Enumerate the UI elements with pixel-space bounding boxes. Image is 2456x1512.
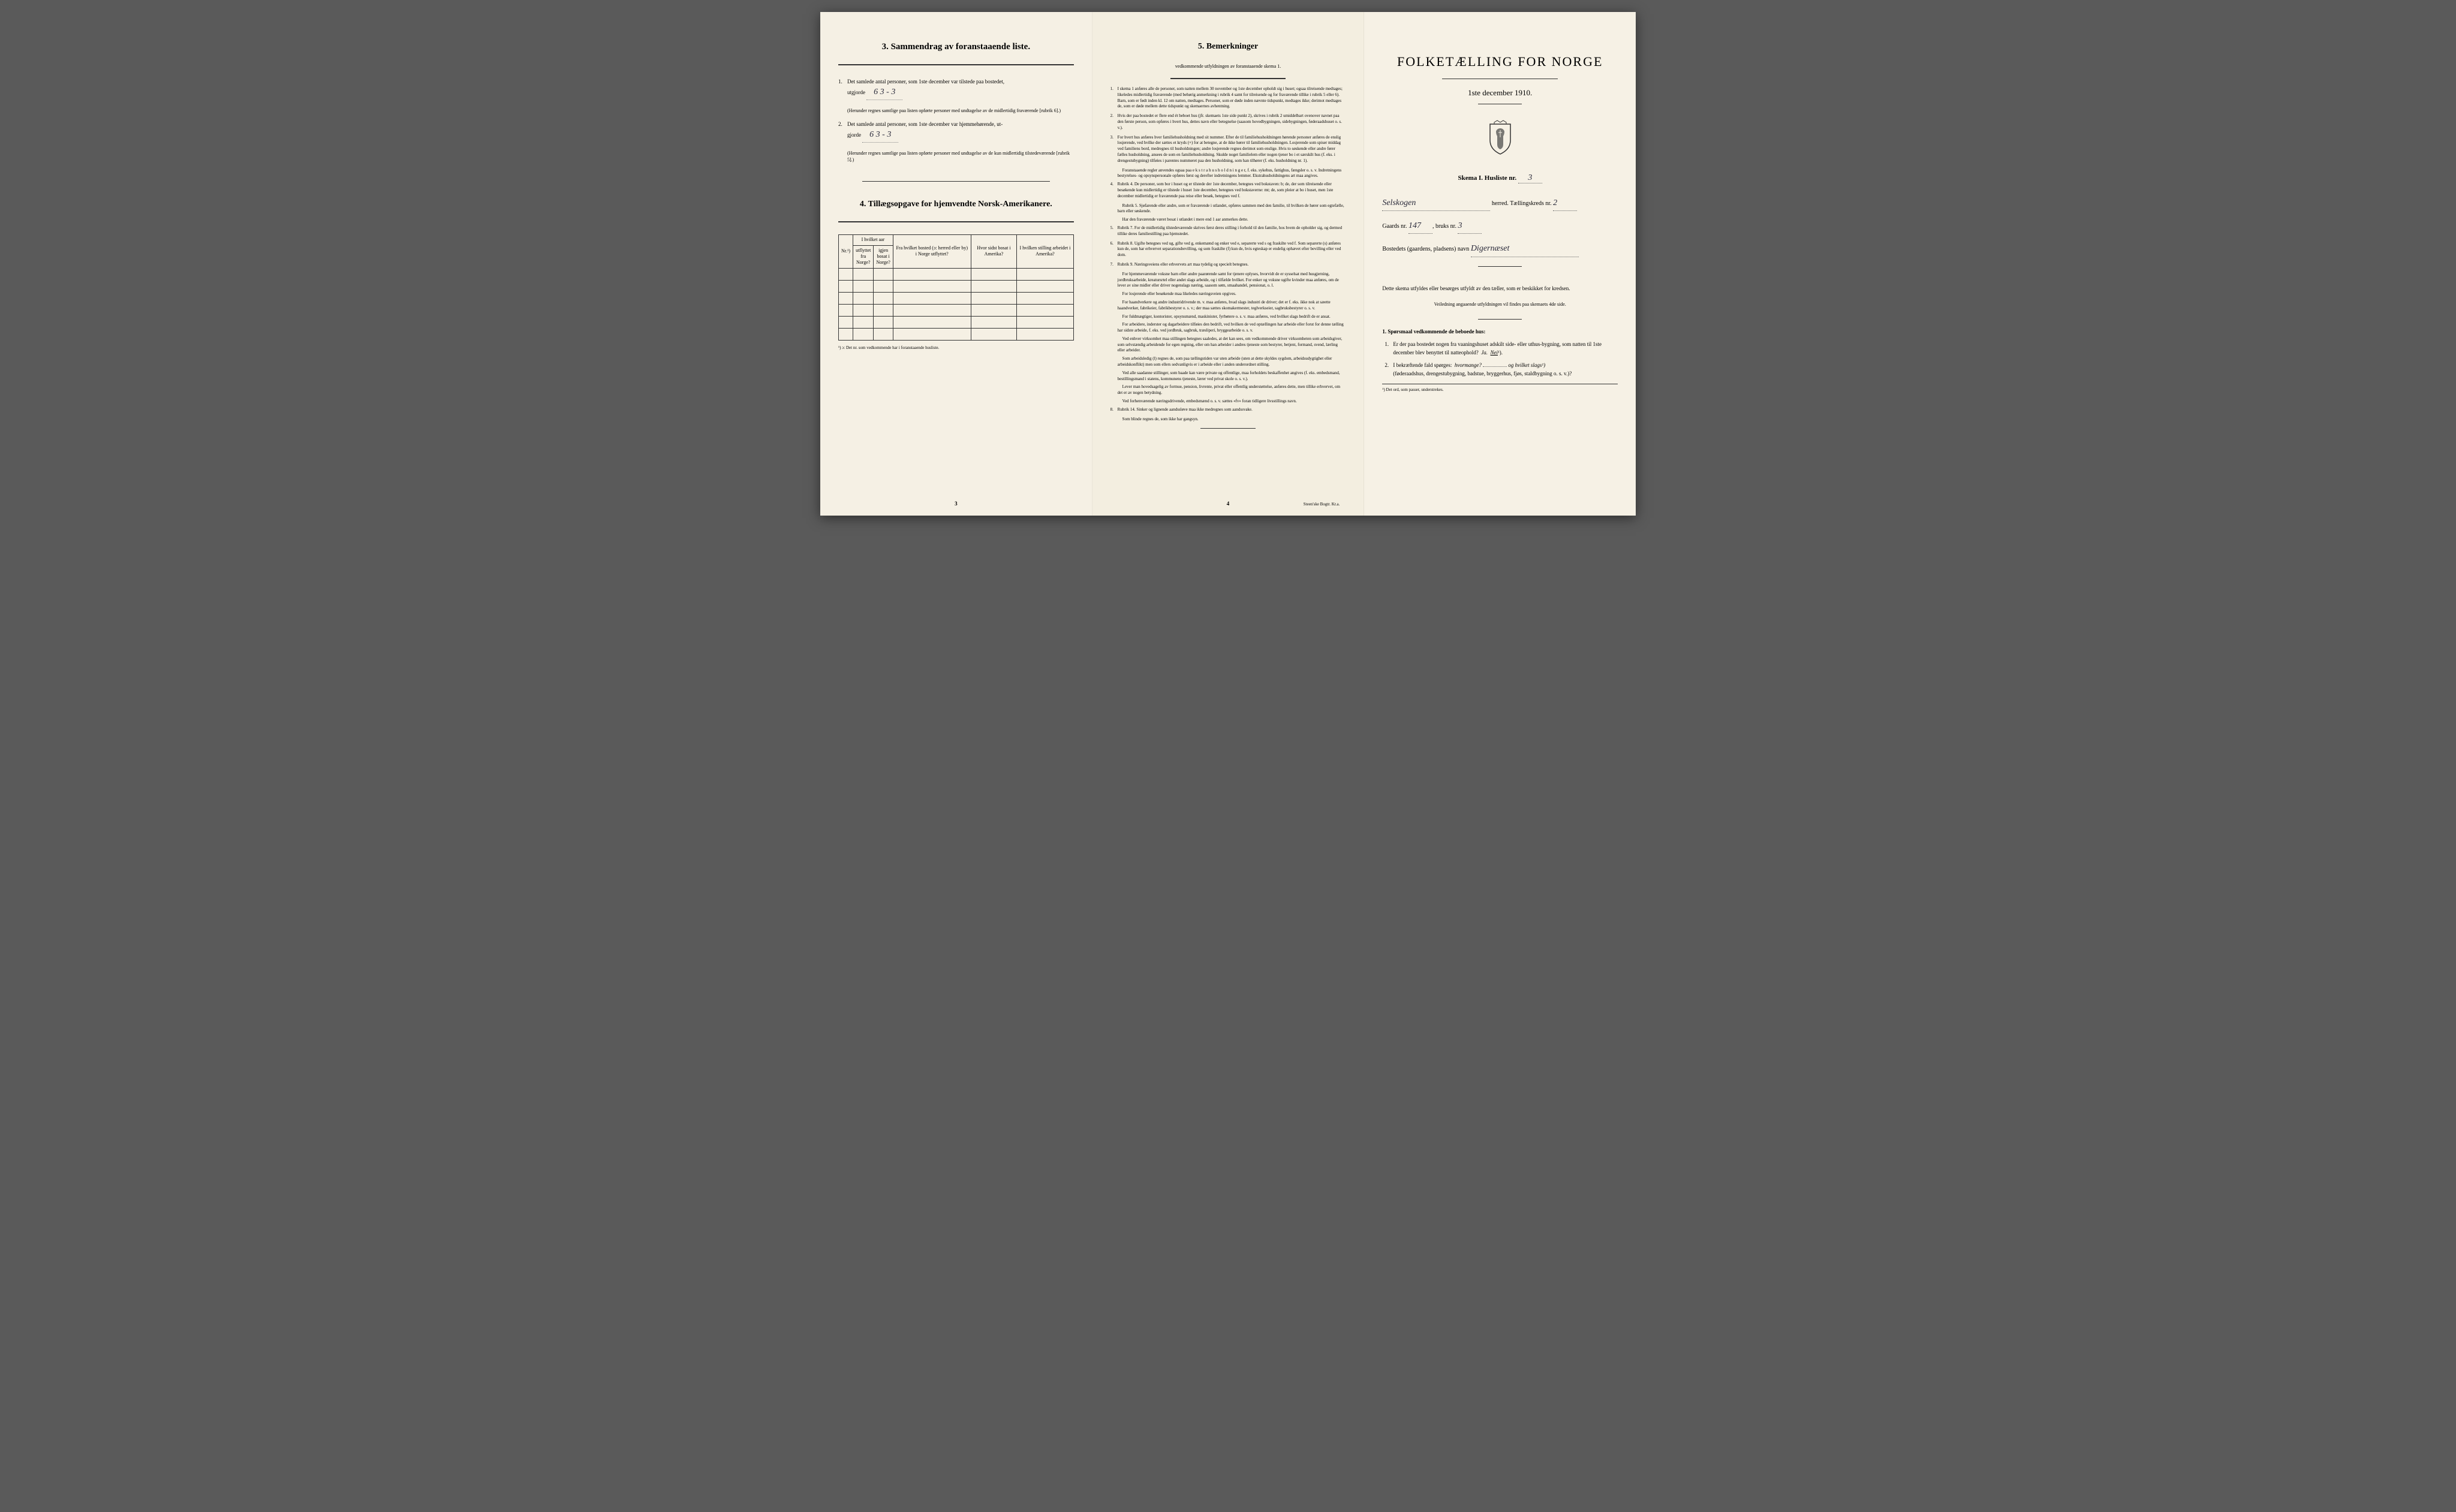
gaards-line: Gaards nr. 147, bruks nr. 3 [1382,218,1618,234]
kreds-field: 2 [1553,195,1577,211]
panel-right: FOLKETÆLLING FOR NORGE 1ste december 191… [1364,12,1636,516]
resident-count-field: 6 3 - 3 [862,128,898,142]
col-returned: igjenbosat iNorge? [874,245,893,268]
section-5-subheading: vedkommende utfyldningen av foranstaaend… [1110,64,1346,69]
remark-4-extra-2: Har den fraværende været bosat i utlande… [1110,217,1346,223]
summary-item-1: 1. Det samlede antal personer, som 1ste … [838,77,1074,100]
remark-2: 2.Hvis der paa bostedet er flere end ét … [1110,113,1346,131]
remark-7: 7.Rubrik 9. Næringsveiens eller erhverve… [1110,262,1346,268]
census-date: 1ste december 1910. [1382,88,1618,98]
divider [1478,319,1522,320]
table-row [839,292,1074,304]
col-where: Hvor sidst bosat i Amerika? [971,235,1017,269]
remark-4-extra-1: Rubrik 5. Sjøfarende eller andre, som er… [1110,203,1346,215]
col-emigrated: utflyttetfraNorge? [853,245,874,268]
section-5-heading: 5. Bemerkninger [1110,42,1346,52]
remark-4: 4.Rubrik 4. De personer, som bor i huset… [1110,182,1346,199]
remark-7-p4: For fuldmægtiger, kontorister, opsynsmæn… [1110,314,1346,320]
remark-8-extra: Som blinde regnes de, som ikke har gangs… [1110,417,1346,423]
remark-7-p5: For arbeidere, inderster og dagarbeidere… [1110,322,1346,334]
instructions-sub: Veiledning angaaende utfyldningen vil fi… [1382,302,1618,307]
remark-7-p2: For losjerende eller besøkende maa likel… [1110,291,1346,297]
section-3-heading: 3. Sammendrag av foranstaaende liste. [838,42,1074,52]
table-footnote: ¹) ɔ: Det nr. som vedkommende har i fora… [838,345,1074,350]
divider [1170,78,1286,79]
divider [838,221,1074,222]
remark-7-p7: Som arbeidsledig (l) regnes de, som paa … [1110,356,1346,368]
coat-of-arms-icon [1382,119,1618,158]
census-title: FOLKETÆLLING FOR NORGE [1382,54,1618,70]
divider [838,64,1074,65]
bosted-field: Digernæset [1471,241,1579,257]
remark-8: 8.Rubrik 14. Sinker og lignende aandsslø… [1110,407,1346,413]
table-row [839,328,1074,340]
herred-line: Selskogen herred. Tællingskreds nr. 2 [1382,195,1618,211]
remark-7-p8: Ved alle saadanne stillinger, som baade … [1110,371,1346,382]
remark-3: 3.For hvert hus anføres hver familiehush… [1110,135,1346,164]
remarks-list: 1.I skema 1 anføres alle de personer, so… [1110,86,1346,422]
instructions-text: Dette skema utfyldes eller besørges utfy… [1382,285,1618,293]
col-group-year: I hvilket aar [853,235,893,245]
item2-note: (Herunder regnes samtlige paa listen opf… [847,150,1074,163]
remark-6: 6.Rubrik 8. Ugifte betegnes ved ug, gift… [1110,241,1346,258]
answer-ja: Ja. [1481,350,1488,356]
answer-nei: Nei [1491,350,1498,356]
summary-item-2: 2. Det samlede antal personer, som 1ste … [838,120,1074,143]
remark-7-p1: For hjemmeværende voksne barn eller andr… [1110,272,1346,289]
col-position: I hvilken stilling arbeidet i Amerika? [1017,235,1073,269]
remark-5: 5.Rubrik 7. For de midlertidig tilstedev… [1110,225,1346,237]
remark-3-extra: Foranstaaende regler anvendes ogsaa paa … [1110,168,1346,180]
herred-field: Selskogen [1382,195,1490,211]
husliste-nr-field: 3 [1518,173,1542,183]
present-count-field: 6 3 - 3 [866,86,902,100]
divider [862,181,1050,182]
footnote: ¹) Det ord, som passer, understrekes. [1382,384,1618,392]
remark-7-p3: For haandverkere og andre industridriven… [1110,300,1346,312]
hvormange-field [1483,366,1507,367]
bruks-nr-field: 3 [1458,218,1482,234]
questions-heading: 1. Spørsmaal vedkommende de beboede hus: [1382,329,1618,335]
col-nr: Nr.¹) [839,235,853,269]
printer-imprint: Steen'ske Bogtr. Kr.a. [1304,502,1340,507]
supplement-table: Nr.¹) I hvilket aar Fra hvilket bosted (… [838,234,1074,341]
remark-7-p6: Ved enhver virksomhet maa stillingen bet… [1110,336,1346,354]
item1-note: (Herunder regnes samtlige paa listen opf… [847,107,1074,114]
table-body [839,268,1074,340]
remark-1: 1.I skema 1 anføres alle de personer, so… [1110,86,1346,110]
panel-left: 3. Sammendrag av foranstaaende liste. 1.… [820,12,1092,516]
gaards-nr-field: 147 [1408,218,1432,234]
form-number-line: Skema I. Husliste nr. 3 [1382,173,1618,183]
bosted-line: Bostedets (gaardens, pladsens) navn Dige… [1382,241,1618,257]
page-number: 3 [955,501,958,507]
question-2: 2. I bekræftende fald spørges: hvormange… [1382,362,1618,378]
end-rule [1200,428,1256,429]
table-row [839,304,1074,316]
table-row [839,280,1074,292]
col-from: Fra hvilket bosted (ɔ: herred eller by) … [893,235,971,269]
question-1: 1. Er der paa bostedet nogen fra vaaning… [1382,341,1618,357]
supplement-table-container: Nr.¹) I hvilket aar Fra hvilket bosted (… [838,234,1074,350]
panel-middle: 5. Bemerkninger vedkommende utfyldningen… [1092,12,1365,516]
table-row [839,316,1074,328]
remark-7-p10: Ved forhenværende næringsdrivende, embed… [1110,399,1346,405]
table-row [839,268,1074,280]
page-number: 4 [1227,501,1230,507]
tri-fold-document: 3. Sammendrag av foranstaaende liste. 1.… [820,12,1636,516]
section-4-heading: 4. Tillægsopgave for hjemvendte Norsk-Am… [838,200,1074,209]
divider [1478,266,1522,267]
remark-7-p9: Lever man hovedsagelig av formue, pensio… [1110,384,1346,396]
